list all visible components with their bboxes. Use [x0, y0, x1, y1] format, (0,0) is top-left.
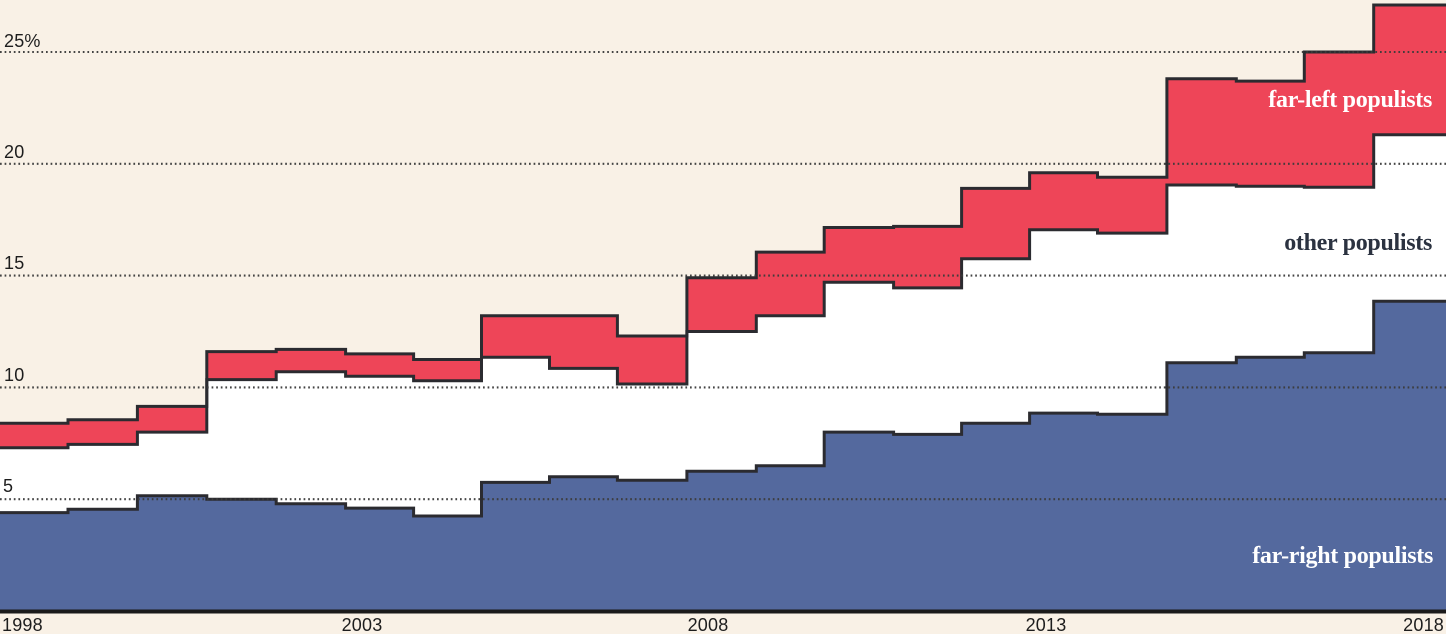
y-tick-label-5: 5 — [3, 476, 14, 496]
x-tick-label-2013: 2013 — [1025, 615, 1067, 634]
y-tick-label-10: 10 — [4, 365, 25, 385]
y-tick-label-15: 15 — [4, 253, 25, 273]
x-tick-label-1998: 1998 — [2, 615, 43, 634]
x-tick-label-2008: 2008 — [687, 615, 729, 634]
x-tick-label-2003: 2003 — [341, 615, 383, 634]
x-tick-label-2018: 2018 — [1403, 615, 1444, 634]
series-label-far-right-populists: far-right populists — [1252, 543, 1433, 569]
y-tick-label-25: 25% — [4, 31, 41, 51]
series-label-far-left-populists: far-left populists — [1268, 87, 1432, 113]
series-label-other-populists: other populists — [1284, 230, 1432, 256]
y-tick-label-20: 20 — [4, 142, 25, 162]
